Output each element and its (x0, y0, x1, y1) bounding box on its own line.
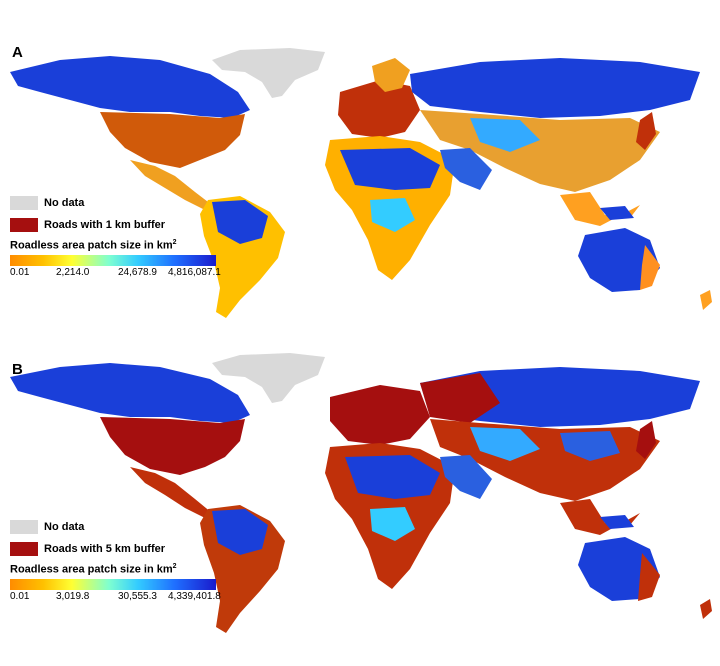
tick-label: 2,214.0 (56, 267, 90, 278)
europe-region (338, 80, 420, 138)
legend-no-data: No data (10, 195, 240, 211)
gradient-title-text: Roadless area patch size in km (10, 239, 173, 252)
no-data-label: No data (44, 521, 85, 533)
amazon-region (212, 200, 268, 244)
amazon-region (212, 509, 268, 555)
russia-region (410, 58, 700, 118)
tick-label: 4,339,401.8 (168, 591, 221, 602)
gradient-title-sup: 2 (172, 563, 177, 570)
arabia-region (440, 148, 492, 190)
tick-label: 30,555.3 (118, 591, 157, 602)
gradient-bar (10, 255, 216, 266)
panel-label: B (12, 361, 23, 378)
canada-region (10, 363, 250, 423)
scandinavia-region (372, 58, 410, 92)
congo-region (370, 198, 415, 232)
greenland-no-data (212, 353, 325, 403)
world-map-b (10, 353, 712, 633)
canada-region (10, 56, 250, 118)
legend: No data Roads with 1 km buffer Roadless … (10, 195, 240, 281)
usa-region (100, 417, 245, 475)
roads-label: Roads with 1 km buffer (44, 219, 166, 231)
sahara-region (340, 148, 440, 190)
map-panel-b: B No data Roads with 5 km buffer Roadles… (0, 333, 720, 666)
congo-region (370, 507, 415, 541)
russia-region (420, 367, 700, 427)
gradient-ticks: 0.01 2,214.0 24,678.9 4,816,087.1 (10, 267, 240, 281)
usa-region (100, 112, 245, 168)
legend-roads: Roads with 5 km buffer (10, 541, 240, 557)
gradient-title-text: Roadless area patch size in km (10, 563, 173, 576)
new-guinea-region (600, 515, 634, 529)
australia-east-coast (640, 245, 660, 290)
australia-east-coast (638, 553, 660, 601)
legend-no-data: No data (10, 519, 240, 535)
mexico-region (130, 467, 212, 518)
tick-label: 3,019.8 (56, 591, 90, 602)
new-zealand-region (700, 290, 712, 310)
mexico-region (130, 160, 212, 210)
sahara-region (345, 455, 440, 499)
new-zealand-region (700, 599, 712, 619)
australia-region (578, 228, 660, 292)
central-asia-patch (470, 427, 540, 461)
roads-swatch (10, 542, 38, 556)
central-asia-patch (470, 118, 540, 152)
no-data-swatch (10, 196, 38, 210)
china-west-patch (560, 431, 620, 461)
tick-label: 4,816,087.1 (168, 267, 221, 278)
roads-swatch (10, 218, 38, 232)
tick-label: 0.01 (10, 267, 30, 278)
legend: No data Roads with 5 km buffer Roadless … (10, 519, 240, 605)
tick-label: 24,678.9 (118, 267, 157, 278)
japan-region (636, 421, 656, 459)
gradient-title: Roadless area patch size in km2 (10, 239, 240, 253)
roads-label: Roads with 5 km buffer (44, 543, 166, 555)
russia-west-roads (420, 373, 500, 423)
world-map-a (10, 48, 712, 318)
japan-region (636, 112, 656, 150)
no-data-label: No data (44, 197, 85, 209)
gradient-ticks: 0.01 3,019.8 30,555.3 4,339,401.8 (10, 591, 240, 605)
arabia-region (440, 455, 492, 499)
map-panel-a: A No data Roads with 1 km buffer Roadles… (10, 44, 712, 318)
legend-roads: Roads with 1 km buffer (10, 217, 240, 233)
gradient-title-sup: 2 (172, 239, 177, 246)
gradient-title: Roadless area patch size in km2 (10, 563, 240, 577)
panel-label: A (12, 44, 23, 61)
europe-region (330, 385, 430, 445)
no-data-swatch (10, 520, 38, 534)
tick-label: 0.01 (10, 591, 30, 602)
greenland-no-data (212, 48, 325, 98)
gradient-bar (10, 579, 216, 590)
se-asia-region (560, 192, 640, 226)
new-guinea-region (600, 206, 634, 220)
